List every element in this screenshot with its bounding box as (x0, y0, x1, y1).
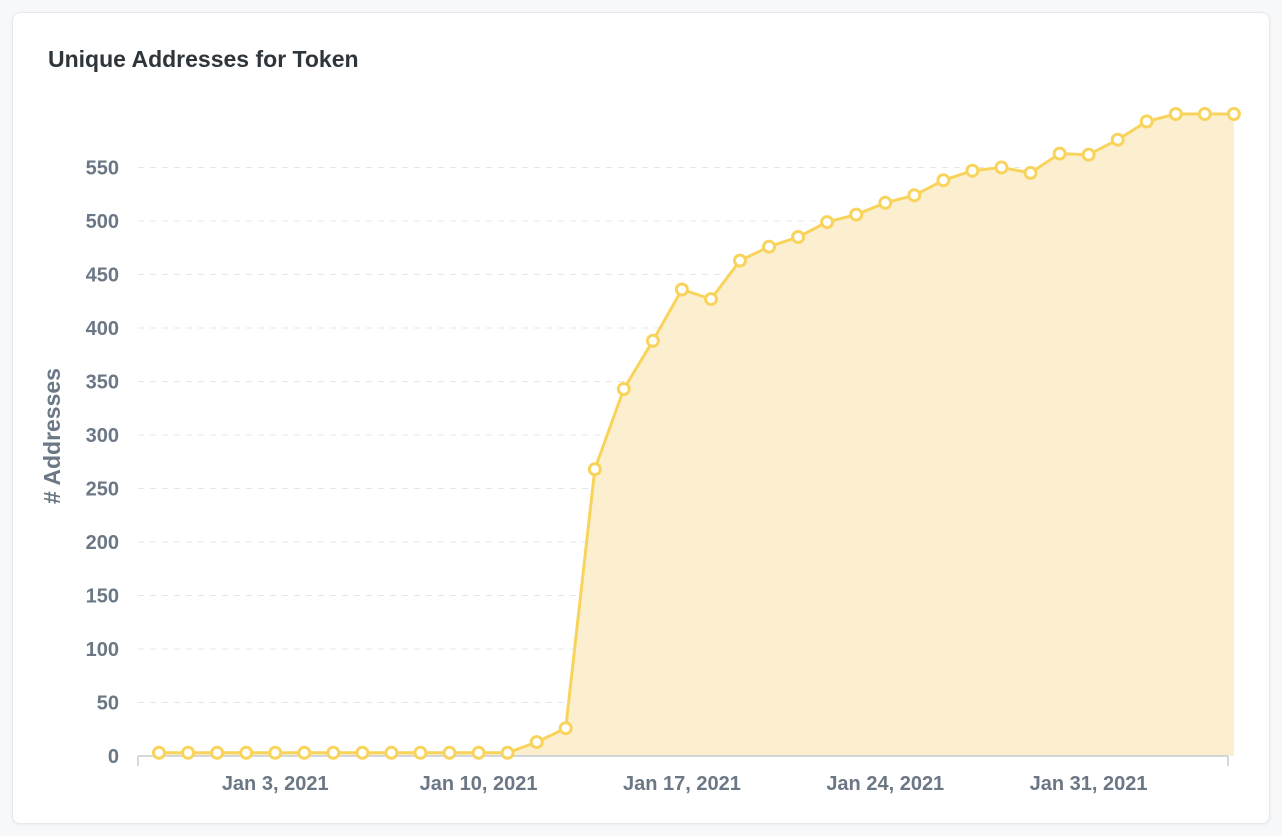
series-area (159, 114, 1234, 756)
y-axis-title: # Addresses (39, 368, 65, 504)
x-tick-label: Jan 17, 2021 (623, 773, 741, 795)
data-point (1110, 132, 1125, 147)
x-tick-label: Jan 3, 2021 (222, 773, 329, 795)
y-tick-label: 100 (86, 639, 119, 661)
y-tick-label: 150 (86, 586, 119, 608)
axes (137, 755, 1229, 766)
data-point (558, 721, 573, 736)
x-tick-label: Jan 24, 2021 (826, 773, 944, 795)
y-tick-label: 200 (86, 532, 119, 554)
data-point (500, 745, 515, 760)
data-point (442, 745, 457, 760)
data-point (733, 253, 747, 268)
y-tick-label: 500 (86, 211, 119, 233)
y-tick-label: 250 (86, 479, 119, 501)
data-point (326, 745, 341, 760)
data-point (1023, 165, 1038, 180)
data-point (1168, 107, 1183, 121)
data-point (994, 160, 1009, 175)
data-point (645, 333, 660, 348)
data-point (384, 745, 399, 760)
data-points (152, 107, 1241, 760)
data-point (878, 195, 893, 210)
x-tick-label: Jan 31, 2021 (1030, 773, 1148, 795)
data-point (1197, 107, 1212, 121)
tick-labels: 0 50 100 150 200 250 300 350 400 450 500 550 Jan 3, … (86, 158, 1148, 796)
data-point (355, 745, 370, 760)
data-point (152, 745, 166, 760)
data-point (1081, 147, 1096, 162)
data-point (413, 745, 428, 760)
chart-title: Unique Addresses for Token (48, 46, 359, 72)
data-point (820, 215, 835, 230)
data-point (587, 462, 602, 477)
y-tick-label: 350 (86, 372, 119, 394)
y-tick-label: 0 (108, 746, 119, 768)
y-tick-label: 450 (86, 265, 119, 287)
data-point (965, 163, 980, 178)
data-point (268, 745, 283, 760)
data-point (210, 745, 225, 760)
data-point (239, 745, 254, 760)
data-point (297, 745, 312, 760)
data-point (181, 745, 196, 760)
data-point (674, 282, 689, 297)
y-tick-label: 300 (86, 425, 119, 447)
data-point (791, 230, 806, 244)
x-tick-label: Jan 10, 2021 (420, 773, 538, 795)
y-tick-label: 550 (86, 158, 119, 180)
data-point (849, 207, 864, 222)
y-tick-label: 400 (86, 318, 119, 340)
data-point (762, 239, 777, 254)
data-point (1052, 146, 1067, 161)
data-point (471, 745, 486, 760)
area-fill-layer (159, 114, 1234, 756)
data-point (529, 735, 544, 750)
data-point (616, 382, 631, 396)
data-point (907, 188, 922, 203)
data-point (1139, 114, 1154, 129)
data-point (936, 173, 951, 188)
data-point (1226, 107, 1241, 121)
data-point (704, 292, 718, 307)
y-tick-label: 50 (97, 693, 119, 715)
